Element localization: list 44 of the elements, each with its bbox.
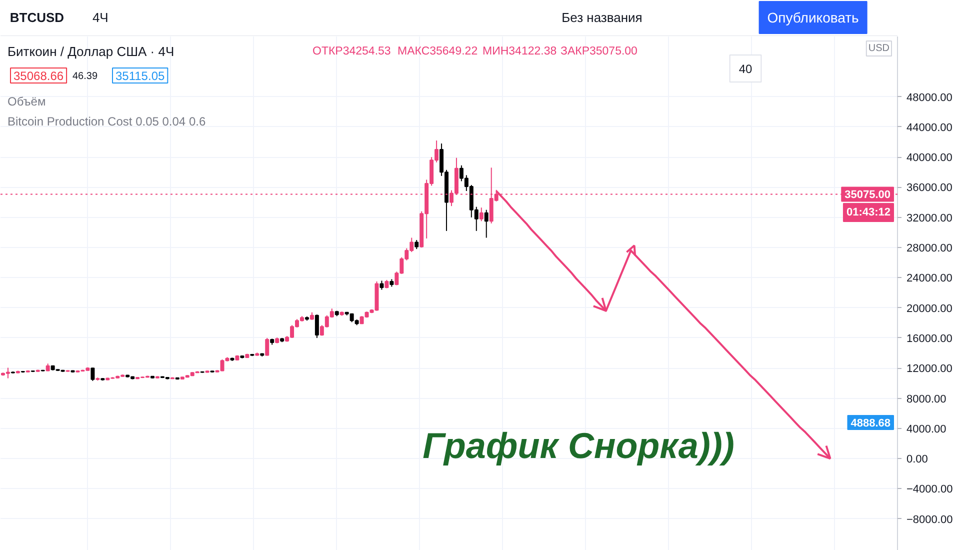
annotation: 46.39 [72, 71, 98, 82]
y-tick-label: 32000.00 [906, 212, 952, 224]
y-tick-label: 36000.00 [906, 182, 952, 194]
y-tick-label: 20000.00 [906, 302, 952, 315]
y-tick-label: 0.00 [906, 454, 928, 466]
y-tick-label: 4000.00 [906, 423, 946, 436]
annotation: Объём [8, 94, 46, 108]
text: Без названия [562, 10, 642, 25]
candlestick [265, 337, 270, 356]
y-tick-label: −4000.00 [906, 484, 953, 496]
ref-line-label: 35075.00 [844, 189, 891, 202]
text: 4Ч [92, 10, 108, 25]
annotation: ОТКР34254.53 [312, 46, 391, 58]
annotation: 35068.66 [14, 69, 64, 83]
annotation: МАКС35649.22 [398, 46, 478, 58]
candlestick [479, 207, 484, 222]
y-tick-label: 44000.00 [906, 122, 952, 134]
annotation: USD [868, 43, 890, 54]
candlestick [414, 239, 419, 250]
y-tick-label: −8000.00 [906, 514, 953, 526]
y-tick-label: 24000.00 [906, 272, 952, 285]
y-tick-label: 28000.00 [906, 242, 952, 255]
annotation: 40 [738, 62, 752, 76]
annotation: Биткоин / Доллар США · 4Ч [8, 44, 174, 59]
y-tick-label: 8000.00 [906, 393, 946, 406]
annotation: График Снорка))) [422, 425, 734, 466]
y-tick-label: 40000.00 [906, 152, 952, 164]
candlestick [380, 280, 384, 290]
annotation: 35115.05 [116, 69, 165, 83]
candlestick [90, 367, 95, 382]
annotation: ЗАКР35075.00 [560, 46, 638, 58]
y-tick-label: 12000.00 [906, 363, 952, 376]
candlestick [314, 314, 319, 338]
y-tick-label: 48000.00 [906, 92, 952, 104]
candlestick [484, 209, 488, 238]
annotation: 01:43:12 [846, 206, 891, 218]
text: Опубликовать [767, 10, 859, 26]
y-tick-label: 16000.00 [906, 332, 952, 345]
point [816, 444, 832, 460]
annotation: МИН34122.38 [482, 46, 557, 58]
text: BTCUSD [10, 10, 64, 25]
annotation: 4888.68 [850, 418, 891, 430]
point [592, 296, 607, 312]
annotation: Bitcoin Production Cost 0.05 0.04 0.6 [8, 114, 206, 128]
